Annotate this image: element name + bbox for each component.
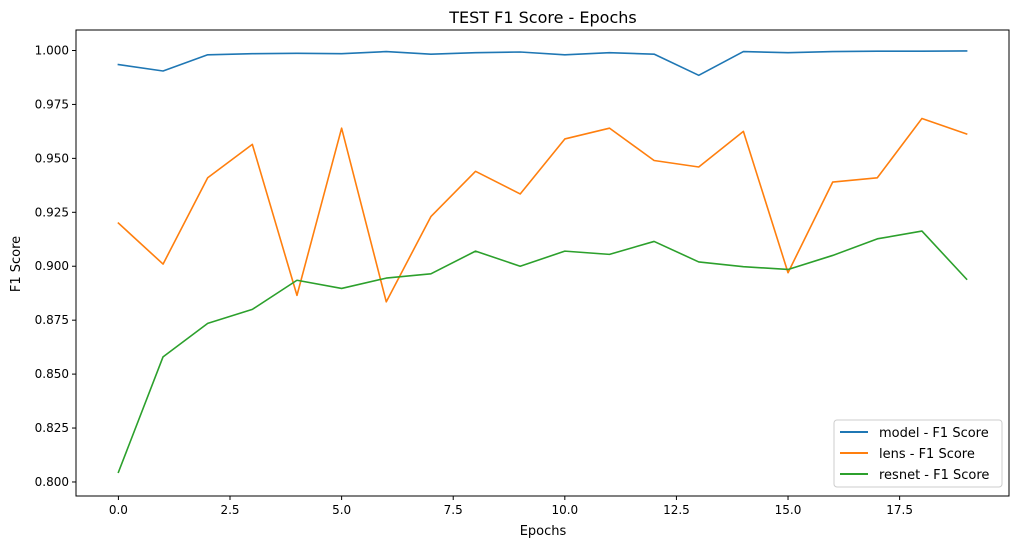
plot-area-frame — [75, 29, 1010, 497]
legend-label-lens: lens - F1 Score — [879, 447, 975, 462]
y-tick-label: 0.950 — [35, 151, 69, 165]
x-tick-label: 7.5 — [444, 503, 463, 517]
x-tick-label: 0.0 — [109, 503, 128, 517]
y-tick-label: 0.900 — [35, 259, 69, 273]
y-axis-label: F1 Score — [9, 236, 24, 292]
chart-title: TEST F1 Score - Epochs — [448, 8, 636, 27]
y-tick-label: 0.975 — [35, 97, 69, 111]
x-axis-label: Epochs — [520, 524, 567, 539]
y-tick-label: 0.850 — [35, 367, 69, 381]
ticks-layer: 0.0 2.5 5.0 7.5 10.0 12.5 15.0 17.5 0.800 0.825 0.… — [35, 43, 913, 517]
series-line-lens — [117, 117, 968, 303]
series-line-resnet — [117, 230, 968, 474]
x-tick-label: 12.5 — [663, 503, 690, 517]
x-tick-label: 17.5 — [886, 503, 913, 517]
x-tick-label: 5.0 — [332, 503, 351, 517]
series-line-model — [117, 50, 968, 77]
y-tick-label: 0.800 — [35, 475, 69, 489]
y-tick-label: 0.825 — [35, 421, 69, 435]
y-tick-label: 0.875 — [35, 313, 69, 327]
legend: model - F1 Score lens - F1 Score resnet … — [833, 419, 1003, 488]
x-tick-label: 15.0 — [775, 503, 802, 517]
legend-box — [833, 419, 1003, 488]
y-tick-label: 0.925 — [35, 205, 69, 219]
legend-label-resnet: resnet - F1 Score — [879, 468, 989, 483]
y-tick-label: 1.000 — [35, 43, 69, 57]
x-tick-label: 10.0 — [551, 503, 578, 517]
series-layer — [117, 50, 968, 474]
x-tick-label: 2.5 — [220, 503, 239, 517]
legend-label-model: model - F1 Score — [879, 426, 989, 441]
